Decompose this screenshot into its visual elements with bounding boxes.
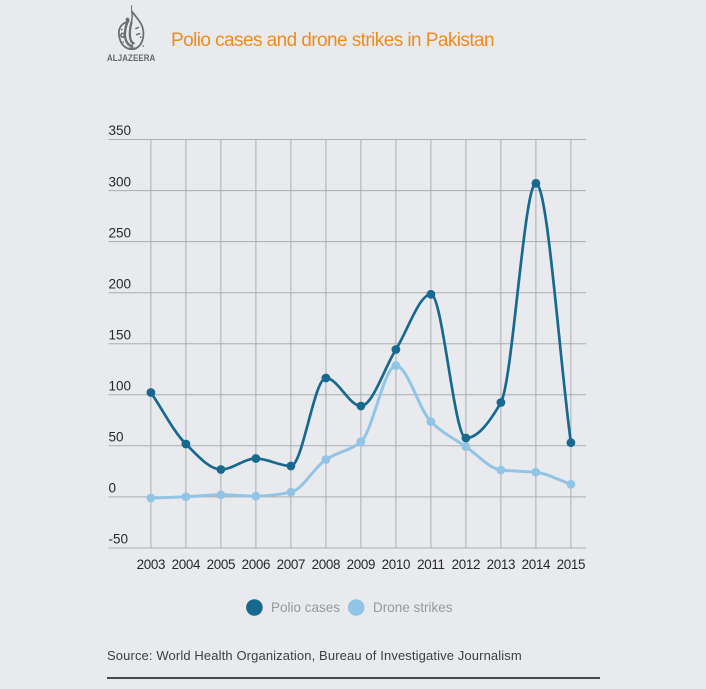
svg-text:2006: 2006 bbox=[242, 557, 271, 572]
svg-text:50: 50 bbox=[109, 430, 124, 445]
svg-text:200: 200 bbox=[109, 276, 132, 291]
svg-text:350: 350 bbox=[109, 123, 132, 138]
svg-text:Polio cases: Polio cases bbox=[271, 600, 340, 615]
svg-text:2007: 2007 bbox=[277, 557, 306, 572]
svg-text:250: 250 bbox=[109, 225, 132, 240]
svg-text:Drone strikes: Drone strikes bbox=[373, 600, 453, 615]
svg-text:-50: -50 bbox=[109, 532, 129, 547]
svg-text:300: 300 bbox=[109, 174, 132, 189]
svg-text:2005: 2005 bbox=[207, 557, 236, 572]
svg-text:2013: 2013 bbox=[487, 557, 516, 572]
svg-text:0: 0 bbox=[109, 481, 117, 496]
svg-text:2011: 2011 bbox=[417, 557, 445, 572]
svg-text:2015: 2015 bbox=[557, 557, 586, 572]
svg-text:2014: 2014 bbox=[522, 557, 551, 572]
svg-text:2003: 2003 bbox=[137, 557, 166, 572]
svg-text:2009: 2009 bbox=[347, 557, 376, 572]
svg-text:2010: 2010 bbox=[382, 557, 411, 572]
svg-text:2012: 2012 bbox=[452, 557, 481, 572]
svg-text:2008: 2008 bbox=[312, 557, 341, 572]
svg-text:2004: 2004 bbox=[172, 557, 201, 572]
svg-text:150: 150 bbox=[109, 327, 132, 342]
svg-text:100: 100 bbox=[109, 379, 132, 394]
